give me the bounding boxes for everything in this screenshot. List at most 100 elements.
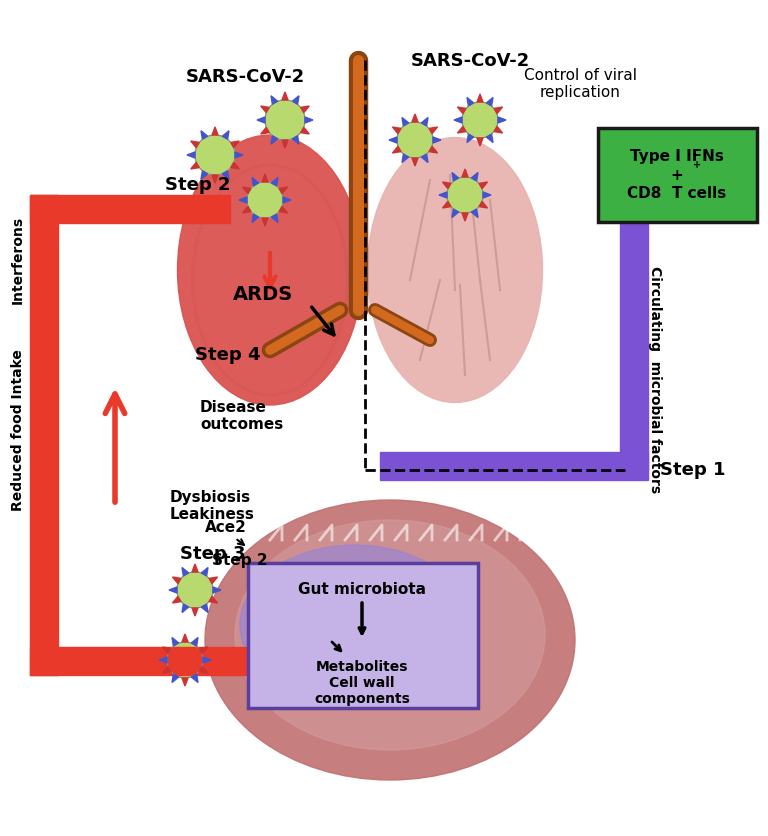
Polygon shape — [282, 140, 288, 148]
Polygon shape — [305, 117, 313, 123]
Text: Step 2: Step 2 — [212, 553, 267, 568]
Circle shape — [447, 177, 483, 213]
Polygon shape — [182, 678, 188, 686]
Polygon shape — [163, 647, 171, 654]
Polygon shape — [429, 146, 438, 153]
Polygon shape — [209, 577, 217, 584]
Polygon shape — [182, 604, 189, 613]
Polygon shape — [412, 158, 418, 166]
Polygon shape — [159, 657, 167, 663]
Polygon shape — [422, 118, 428, 126]
Polygon shape — [439, 192, 447, 198]
Polygon shape — [201, 130, 207, 139]
Text: Circulating  microbial factors: Circulating microbial factors — [648, 267, 662, 493]
Polygon shape — [212, 175, 218, 183]
Ellipse shape — [205, 500, 575, 780]
Polygon shape — [271, 135, 277, 145]
Circle shape — [177, 572, 213, 608]
Polygon shape — [452, 209, 458, 217]
Polygon shape — [191, 674, 198, 682]
Polygon shape — [477, 94, 483, 102]
Bar — [30, 647, 315, 675]
Polygon shape — [173, 596, 181, 603]
Polygon shape — [392, 146, 401, 153]
Polygon shape — [486, 98, 493, 106]
Text: Gut microbiota: Gut microbiota — [298, 582, 426, 597]
Polygon shape — [173, 577, 181, 584]
Polygon shape — [279, 187, 287, 194]
Polygon shape — [252, 177, 259, 186]
Polygon shape — [467, 98, 474, 106]
Text: Reduced food Intake: Reduced food Intake — [11, 349, 25, 511]
Polygon shape — [172, 638, 179, 646]
Text: +: + — [693, 160, 701, 170]
Bar — [380, 452, 648, 480]
Ellipse shape — [235, 520, 545, 750]
Polygon shape — [199, 647, 207, 654]
Polygon shape — [262, 218, 268, 226]
Circle shape — [195, 135, 235, 175]
Polygon shape — [192, 608, 198, 616]
Polygon shape — [402, 154, 409, 162]
Polygon shape — [301, 106, 310, 113]
Polygon shape — [486, 134, 493, 142]
Ellipse shape — [177, 135, 362, 405]
Polygon shape — [192, 564, 198, 572]
Polygon shape — [293, 96, 299, 104]
Text: Interferons: Interferons — [11, 216, 25, 304]
Polygon shape — [429, 127, 438, 134]
Polygon shape — [442, 182, 451, 189]
Polygon shape — [261, 127, 269, 134]
Text: ARDS: ARDS — [233, 286, 293, 304]
Polygon shape — [223, 130, 229, 139]
Polygon shape — [458, 126, 466, 133]
Bar — [30, 195, 58, 675]
Polygon shape — [462, 213, 468, 221]
Polygon shape — [257, 117, 265, 123]
Polygon shape — [212, 127, 218, 135]
Polygon shape — [223, 171, 229, 179]
Polygon shape — [201, 604, 208, 613]
Polygon shape — [422, 154, 428, 162]
Polygon shape — [243, 206, 251, 213]
Polygon shape — [279, 206, 287, 213]
Polygon shape — [467, 134, 474, 142]
Polygon shape — [301, 127, 310, 134]
Text: Step 4: Step 4 — [195, 346, 260, 364]
Polygon shape — [283, 197, 291, 203]
Bar — [30, 195, 230, 223]
Polygon shape — [163, 666, 171, 673]
Polygon shape — [293, 135, 299, 145]
Polygon shape — [462, 169, 468, 177]
Polygon shape — [201, 568, 208, 576]
Polygon shape — [235, 152, 243, 158]
Polygon shape — [187, 152, 195, 158]
Polygon shape — [262, 174, 268, 182]
Polygon shape — [169, 587, 177, 593]
FancyBboxPatch shape — [248, 563, 478, 708]
Polygon shape — [182, 568, 189, 576]
Text: Step 2: Step 2 — [165, 176, 230, 194]
Circle shape — [462, 102, 498, 138]
Polygon shape — [389, 137, 397, 143]
Polygon shape — [271, 214, 278, 222]
Circle shape — [167, 642, 203, 678]
Polygon shape — [472, 209, 478, 217]
Polygon shape — [452, 172, 458, 181]
Polygon shape — [442, 201, 451, 208]
Polygon shape — [203, 657, 211, 663]
Polygon shape — [199, 666, 207, 673]
Text: Metabolites
Cell wall
components: Metabolites Cell wall components — [314, 660, 410, 706]
Text: Dysbiosis
Leakiness: Dysbiosis Leakiness — [170, 490, 255, 522]
Text: Type I IFNs
+
CD8  T cells: Type I IFNs + CD8 T cells — [627, 149, 727, 201]
Polygon shape — [213, 587, 221, 593]
Text: Control of viral
replication: Control of viral replication — [524, 68, 637, 100]
Text: SARS-CoV-2: SARS-CoV-2 — [410, 52, 530, 70]
Text: Ace2: Ace2 — [205, 521, 247, 536]
Polygon shape — [271, 177, 278, 186]
Polygon shape — [190, 141, 199, 148]
FancyBboxPatch shape — [598, 128, 757, 222]
Polygon shape — [261, 106, 269, 113]
Polygon shape — [182, 634, 188, 642]
Polygon shape — [494, 126, 502, 133]
